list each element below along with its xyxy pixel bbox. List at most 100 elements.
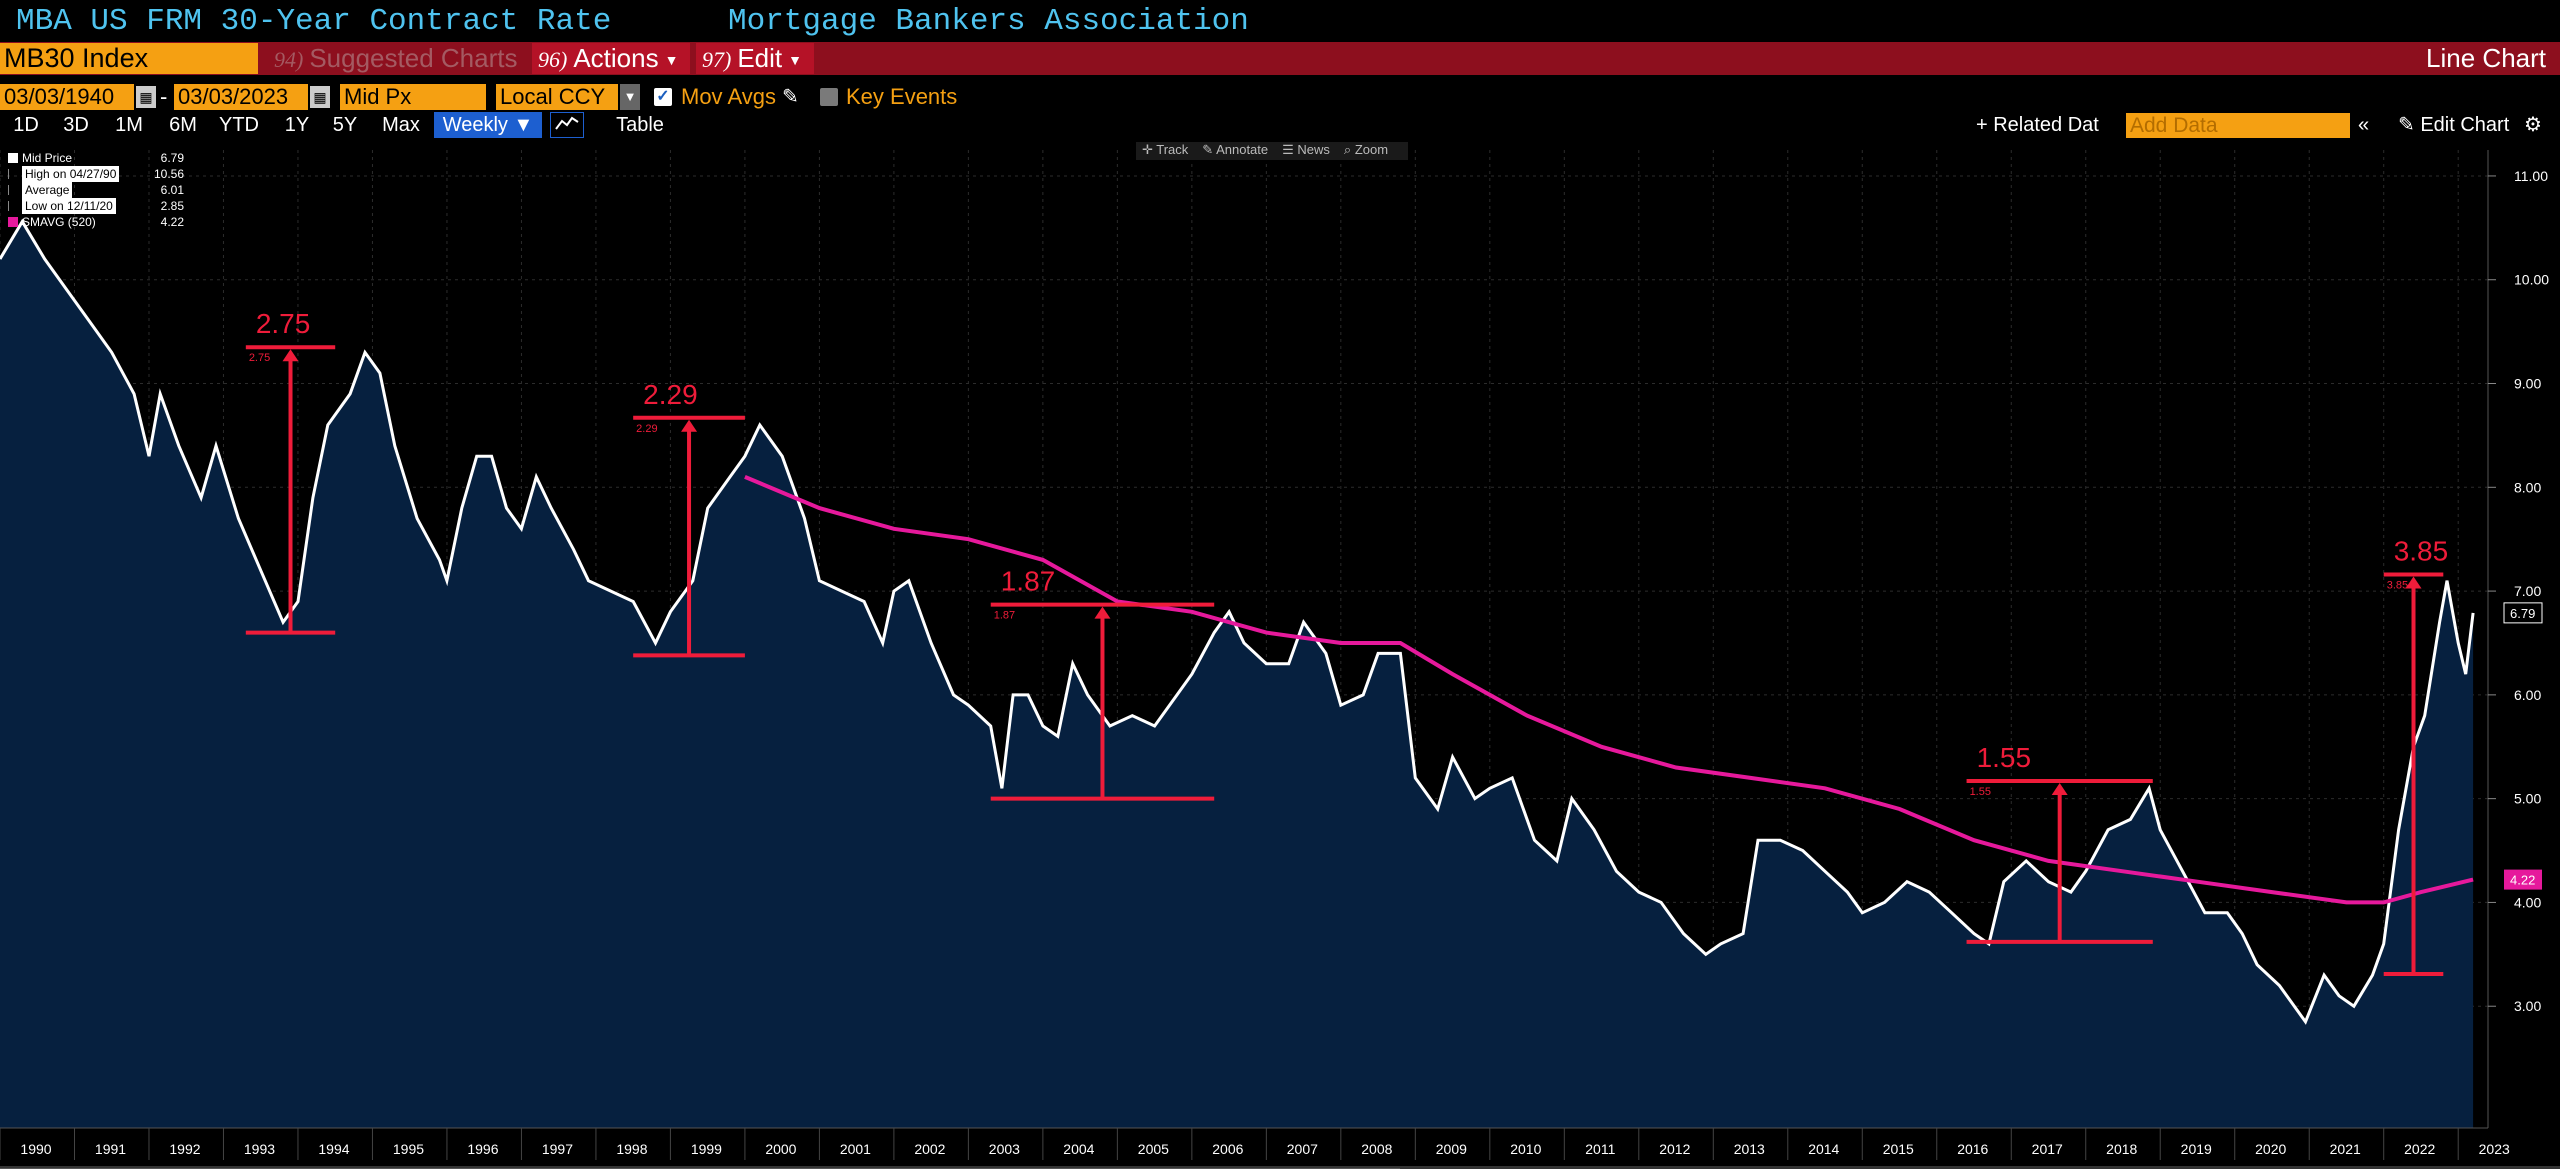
- x-tick-label: 2007: [1287, 1141, 1318, 1157]
- x-tick-label: 2019: [2181, 1141, 2212, 1157]
- annotation-label: 2.29: [643, 379, 698, 410]
- edit-chart-button[interactable]: ✎ Edit Chart: [2398, 112, 2509, 138]
- legend-value: 10.56: [153, 167, 184, 181]
- x-tick-label: 1992: [169, 1141, 200, 1157]
- legend-name: Low on 12/11/20: [8, 198, 116, 214]
- legend-row[interactable]: Low on 12/11/20 2.85: [8, 198, 184, 214]
- range-button-6m[interactable]: 6M: [169, 114, 197, 136]
- x-tick-label: 1999: [691, 1141, 722, 1157]
- x-tick-label: 2023: [2479, 1141, 2510, 1157]
- chart-style-icon[interactable]: [550, 112, 584, 138]
- annotation-arrowhead: [282, 349, 299, 362]
- command-bar: [0, 42, 2560, 75]
- legend-swatch: [8, 201, 18, 211]
- edit-chart-label: Edit Chart: [2420, 114, 2510, 136]
- chevron-down-icon[interactable]: ▼: [620, 84, 640, 110]
- tool-zoom[interactable]: ⌕ Zoom: [1343, 142, 1389, 157]
- chart-type-label[interactable]: Line Chart: [2426, 43, 2546, 73]
- y-tick-label: 10.00: [2514, 272, 2549, 288]
- chart-overlay-tools: ✛ Track ✎ Annotate ☰ News ⌕ Zoom: [1136, 142, 1409, 160]
- legend-row[interactable]: High on 04/27/90 10.56: [8, 166, 184, 182]
- key-events-label[interactable]: Key Events: [846, 84, 958, 109]
- related-data-button[interactable]: + Related Dat: [1976, 114, 2099, 136]
- tool-news[interactable]: ☰ News: [1282, 142, 1330, 157]
- mov-avgs-checkbox[interactable]: ✓: [654, 88, 672, 106]
- x-tick-label: 1995: [393, 1141, 424, 1157]
- annotation-label: 3.85: [2394, 535, 2449, 566]
- caret-down-icon: ▼: [788, 51, 802, 68]
- currency-select[interactable]: Local CCY: [496, 84, 618, 110]
- range-button-1y[interactable]: 1Y: [284, 114, 310, 136]
- x-tick-label: 2000: [765, 1141, 796, 1157]
- annotation-label: 2.75: [256, 308, 311, 339]
- range-button-ytd[interactable]: YTD: [219, 114, 259, 136]
- caret-down-icon: ▼: [664, 51, 679, 68]
- suggested-charts-button[interactable]: 94) Suggested Charts: [268, 43, 528, 74]
- range-button-3d[interactable]: 3D: [63, 114, 89, 136]
- range-button-max[interactable]: Max: [382, 114, 420, 136]
- data-source: Mortgage Bankers Association: [728, 4, 1249, 39]
- calendar-icon[interactable]: ▦: [310, 86, 330, 108]
- annotation-label: 1.87: [1001, 566, 1055, 597]
- actions-num: 96): [538, 47, 568, 72]
- edit-label: Edit: [737, 43, 783, 73]
- start-date-field[interactable]: 03/03/1940: [0, 84, 134, 110]
- x-tick-label: 1996: [467, 1141, 498, 1157]
- pencil-icon: ✎: [2398, 114, 2415, 136]
- legend-value: 6.79: [160, 151, 184, 165]
- edit-button[interactable]: 97) Edit ▼: [696, 43, 814, 74]
- x-tick-label: 1990: [20, 1141, 51, 1157]
- annotation-arrowhead: [681, 419, 698, 432]
- last-value-label: 6.79: [2510, 606, 2535, 621]
- frequency-select[interactable]: Weekly ▼: [434, 112, 542, 138]
- x-tick-label: 2013: [1734, 1141, 1765, 1157]
- table-button[interactable]: Table: [616, 114, 664, 136]
- collapse-icon[interactable]: «: [2358, 114, 2370, 136]
- settings-gear-icon[interactable]: ⚙: [2524, 114, 2542, 136]
- legend-swatch: [8, 185, 18, 195]
- pencil-icon[interactable]: ✎: [782, 86, 799, 108]
- range-button-1m[interactable]: 1M: [115, 114, 143, 136]
- legend-swatch: [8, 169, 18, 179]
- legend-row[interactable]: SMAVG (520) 4.22: [8, 214, 184, 230]
- tool-annotate[interactable]: ✎ Annotate: [1202, 142, 1269, 157]
- legend-swatch: [8, 153, 18, 163]
- edit-num: 97): [702, 47, 732, 72]
- x-tick-label: 2008: [1361, 1141, 1392, 1157]
- suggested-label: Suggested Charts: [309, 43, 518, 73]
- add-data-input[interactable]: Add Data: [2126, 113, 2350, 138]
- line-chart[interactable]: 2.75 2.75 2.29 2.29 1.87 1.87 1.55 1.55 3.85 3.85…: [0, 140, 2560, 1169]
- x-tick-label: 2010: [1510, 1141, 1541, 1157]
- tool-track[interactable]: ✛ Track: [1142, 142, 1189, 157]
- date-separator: -: [160, 84, 168, 109]
- key-events-checkbox[interactable]: [820, 88, 838, 106]
- legend-row[interactable]: Average 6.01: [8, 182, 184, 198]
- legend-row[interactable]: Mid Price 6.79: [8, 150, 184, 166]
- x-tick-label: 2004: [1063, 1141, 1094, 1157]
- y-tick-label: 11.00: [2514, 168, 2548, 184]
- x-tick-label: 2002: [914, 1141, 945, 1157]
- range-button-1d[interactable]: 1D: [13, 114, 39, 136]
- x-tick-label: 1994: [318, 1141, 349, 1157]
- y-tick-label: 4.00: [2514, 894, 2541, 910]
- legend-value: 6.01: [160, 183, 184, 197]
- legend-value: 4.22: [160, 215, 184, 229]
- end-date-field[interactable]: 03/03/2023: [174, 84, 308, 110]
- y-tick-label: 3.00: [2514, 998, 2541, 1014]
- legend-value: 2.85: [160, 199, 184, 213]
- x-tick-label: 2011: [1585, 1141, 1615, 1157]
- security-title: MBA US FRM 30-Year Contract Rate: [16, 4, 612, 39]
- chart-legend: Mid Price 6.79 High on 04/27/90 10.56 Averag…: [8, 150, 184, 230]
- x-tick-label: 2003: [989, 1141, 1020, 1157]
- calendar-icon[interactable]: ▦: [136, 86, 156, 108]
- x-tick-label: 2021: [2330, 1141, 2361, 1157]
- ticker-field[interactable]: MB30 Index: [0, 43, 258, 74]
- mov-avgs-label[interactable]: Mov Avgs: [681, 84, 776, 109]
- y-tick-label: 7.00: [2514, 583, 2541, 599]
- y-tick-label: 8.00: [2514, 479, 2541, 495]
- x-tick-label: 2001: [840, 1141, 871, 1157]
- price-field-select[interactable]: Mid Px: [340, 84, 486, 110]
- frequency-label: Weekly: [442, 114, 508, 136]
- range-button-5y[interactable]: 5Y: [332, 114, 358, 136]
- actions-button[interactable]: 96) Actions ▼: [532, 43, 690, 74]
